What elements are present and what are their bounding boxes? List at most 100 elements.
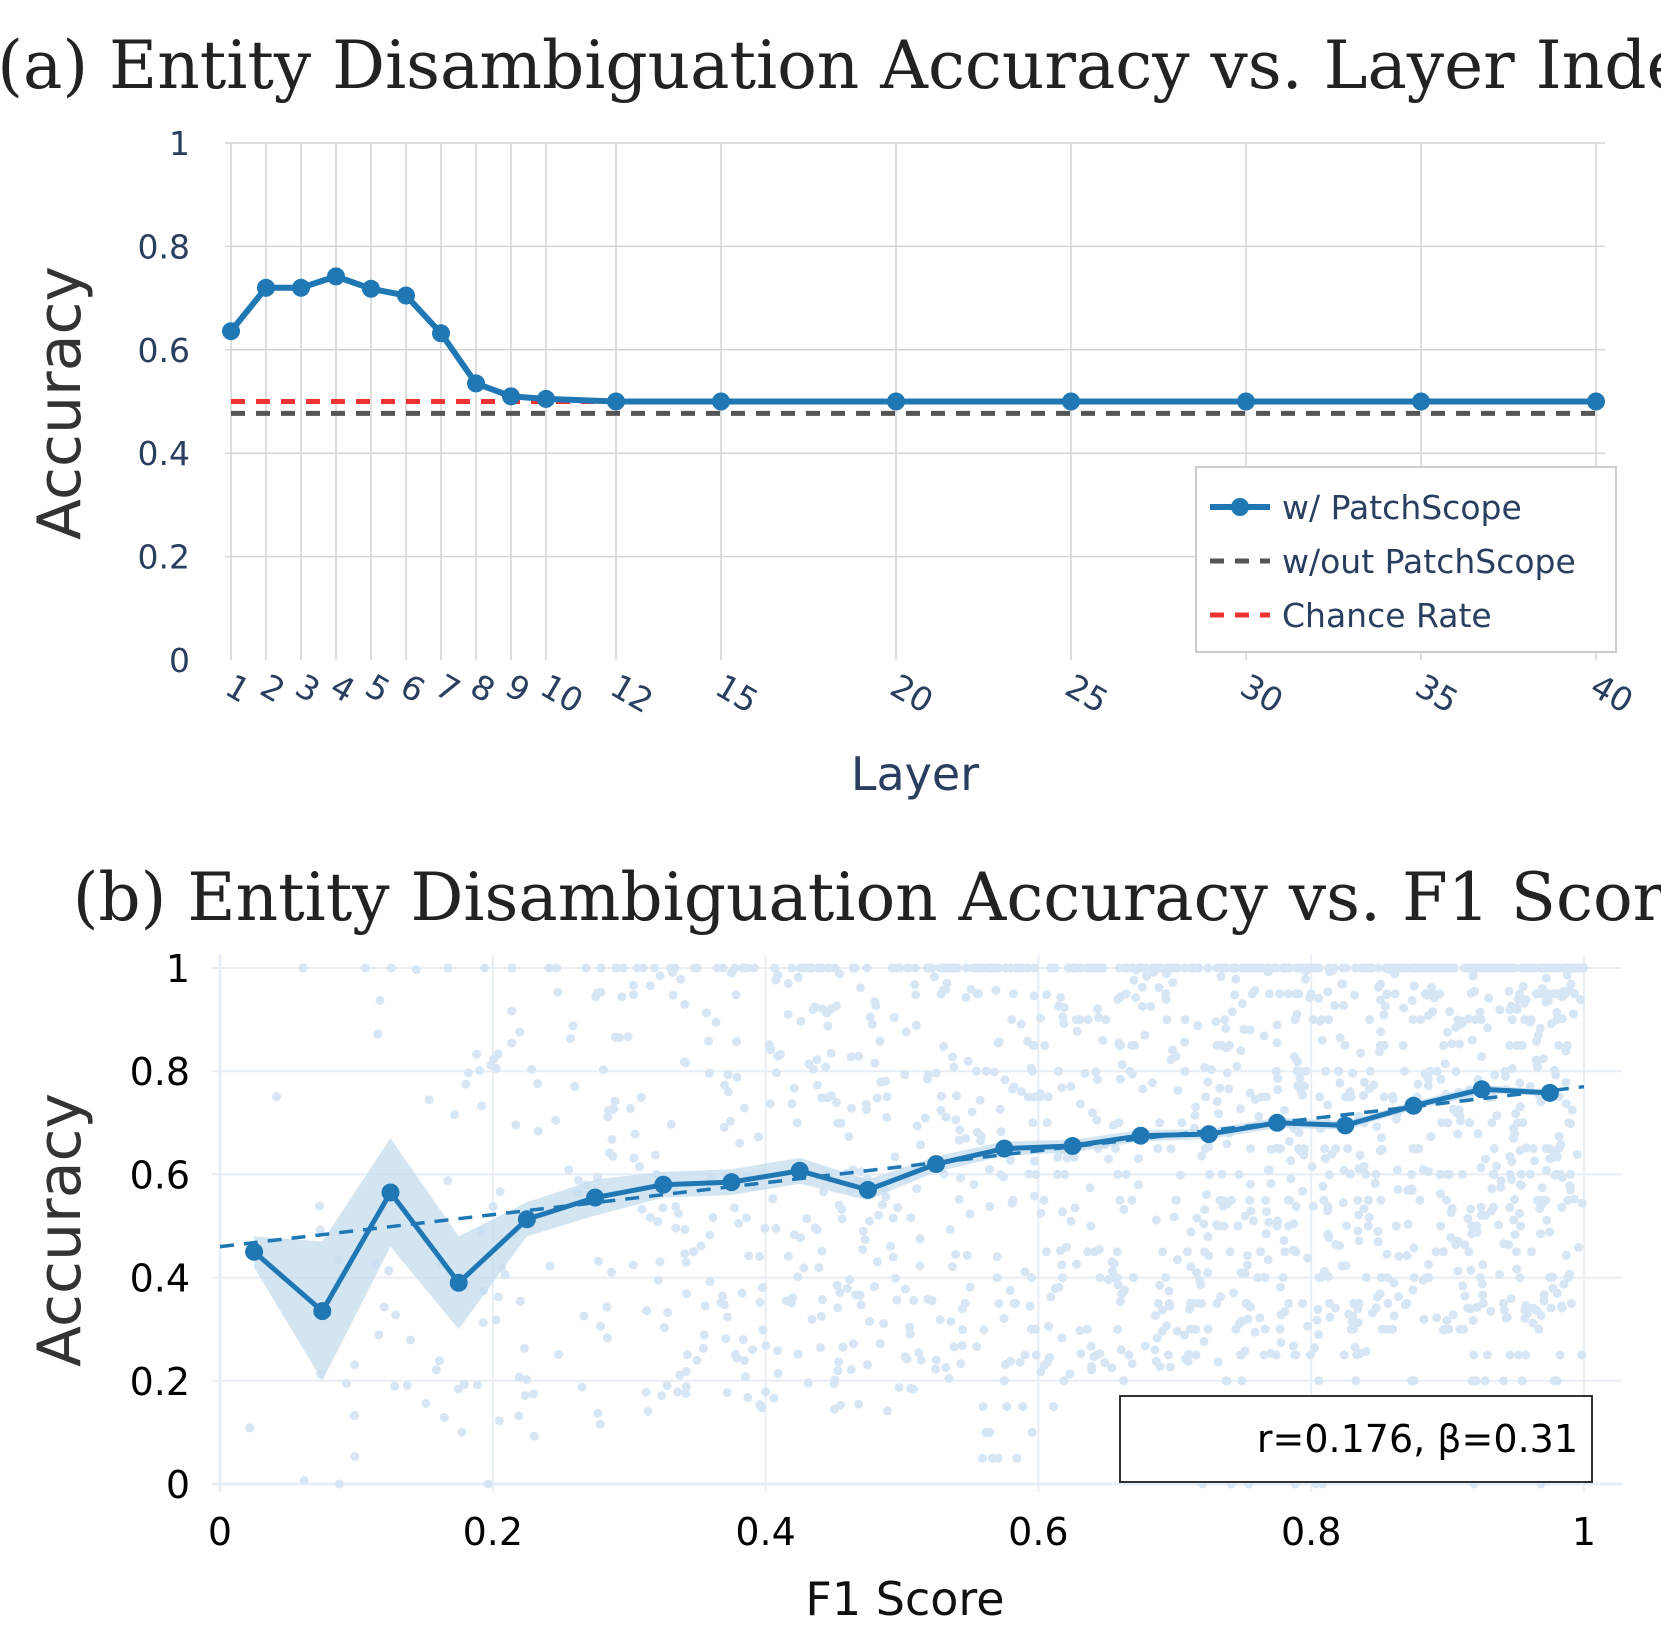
scatter-point: [1318, 1181, 1328, 1191]
scatter-point: [1049, 1402, 1059, 1412]
scatter-point: [1172, 1326, 1182, 1336]
scatter-point: [833, 1366, 843, 1376]
scatter-point: [1341, 1261, 1351, 1271]
scatter-point: [1071, 1259, 1081, 1269]
scatter-point: [991, 985, 1001, 995]
scatter-point: [1239, 1024, 1249, 1034]
scatter-point: [1225, 1247, 1235, 1257]
scatter-point: [1023, 1092, 1033, 1102]
scatter-point: [1507, 1174, 1517, 1184]
scatter-point: [568, 1021, 578, 1031]
scatter-point: [1090, 1247, 1100, 1257]
scatter-point: [1283, 989, 1293, 999]
scatter-point: [1248, 1216, 1258, 1226]
scatter-point: [954, 1194, 964, 1204]
scatter-point: [692, 1355, 702, 1365]
scatter-point: [732, 1037, 742, 1047]
scatter-point: [1250, 1094, 1260, 1104]
scatter-point: [1291, 1201, 1301, 1211]
scatter-point: [944, 1374, 954, 1384]
scatter-point: [793, 1272, 803, 1282]
scatter-point: [923, 1070, 933, 1080]
scatter-point: [594, 1256, 604, 1266]
scatter-point: [1324, 1233, 1334, 1243]
scatter-point: [1531, 989, 1541, 999]
scatter-point: [1222, 1139, 1232, 1149]
scatter-point: [978, 1453, 988, 1463]
scatter-point: [272, 1092, 282, 1102]
scatter-point: [1570, 989, 1580, 999]
patchscope-point: [222, 322, 240, 341]
scatter-point: [668, 990, 678, 1000]
scatter-point: [1484, 993, 1494, 1003]
scatter-point: [1548, 1283, 1558, 1293]
scatter-point: [1010, 1298, 1020, 1308]
scatter-point: [1370, 1178, 1380, 1188]
scatter-point: [1055, 1246, 1065, 1256]
x-tick-label: 2: [254, 666, 292, 710]
scatter-point: [1200, 1205, 1210, 1215]
scatter-point: [949, 1342, 959, 1352]
scatter-point: [1545, 1273, 1555, 1283]
scatter-point: [882, 1406, 892, 1416]
scatter-point: [956, 1173, 966, 1183]
scatter-point: [1247, 989, 1257, 999]
scatter-point: [1086, 1341, 1096, 1351]
scatter-point: [957, 1304, 967, 1314]
scatter-point: [1000, 1075, 1010, 1085]
scatter-point: [796, 1016, 806, 1026]
scatter-point: [1559, 1279, 1569, 1289]
scatter-point: [1513, 994, 1523, 1004]
scatter-point: [1200, 1062, 1210, 1072]
scatter-point: [1466, 1265, 1476, 1275]
scatter-point: [488, 1202, 498, 1212]
scatter-point: [618, 963, 628, 973]
scatter-point: [1511, 1109, 1521, 1119]
scatter-point: [1200, 1144, 1210, 1154]
scatter-point: [1320, 1144, 1330, 1154]
scatter-point: [564, 1165, 574, 1175]
scatter-point: [833, 1118, 843, 1128]
scatter-point: [1554, 1131, 1564, 1141]
scatter-point: [1473, 1129, 1483, 1139]
scatter-point: [1530, 1156, 1540, 1166]
scatter-point: [1502, 963, 1512, 973]
scatter-point: [1020, 1267, 1030, 1277]
scatter-point: [1365, 1066, 1375, 1076]
scatter-point: [816, 1343, 826, 1353]
binned-mean-point: [449, 1273, 468, 1292]
scatter-point: [916, 1140, 926, 1150]
scatter-point: [1261, 1195, 1271, 1205]
scatter-point: [858, 1226, 868, 1236]
scatter-point: [1018, 1402, 1028, 1412]
scatter-point: [858, 1244, 868, 1254]
scatter-point: [860, 1235, 870, 1245]
scatter-point: [838, 1342, 848, 1352]
scatter-point: [1041, 1247, 1051, 1257]
scatter-point: [938, 1041, 948, 1051]
scatter-point: [812, 1080, 822, 1090]
scatter-point: [1046, 1292, 1056, 1302]
scatter-point: [1353, 1226, 1363, 1236]
scatter-point: [735, 1138, 745, 1148]
scatter-point: [1536, 1229, 1546, 1239]
scatter-point: [1272, 1020, 1282, 1030]
scatter-point: [1476, 1163, 1486, 1173]
scatter-point: [1496, 1182, 1506, 1192]
scatter-point: [1455, 1116, 1465, 1126]
scatter-point: [604, 1106, 614, 1116]
scatter-point: [1565, 1269, 1575, 1279]
scatter-point: [845, 1275, 855, 1285]
scatter-point: [1211, 1017, 1221, 1027]
scatter-point: [1515, 1208, 1525, 1218]
scatter-point: [602, 1302, 612, 1312]
scatter-point: [1363, 1221, 1373, 1231]
scatter-point: [1016, 1087, 1026, 1097]
scatter-point: [749, 963, 759, 973]
scatter-point: [1391, 1114, 1401, 1124]
scatter-point: [783, 979, 793, 989]
scatter-point: [1005, 1285, 1015, 1295]
scatter-point: [865, 1216, 875, 1226]
scatter-point: [1113, 1280, 1123, 1290]
patchscope-point: [502, 387, 520, 406]
